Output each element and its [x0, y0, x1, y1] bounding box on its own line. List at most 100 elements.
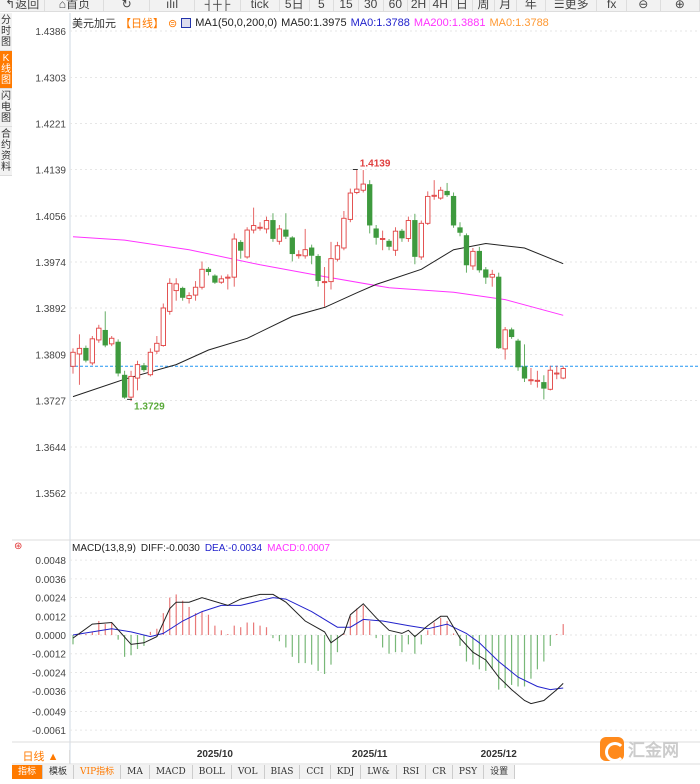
- candle-body: [257, 226, 263, 229]
- tick-button[interactable]: tick: [241, 0, 280, 11]
- candle-body: [173, 283, 179, 292]
- candle-body: [502, 329, 508, 350]
- macd-tick-label: -0.0061: [32, 726, 66, 737]
- candle-body: [160, 307, 166, 347]
- logo: 汇金网: [600, 736, 679, 762]
- candle-body: [102, 329, 108, 346]
- date-tick-label: 2025/10: [197, 749, 234, 760]
- candle-body: [321, 281, 328, 284]
- candle-body: [76, 347, 83, 355]
- refresh-icon[interactable]: ↻: [104, 0, 150, 11]
- indicator-tab-12[interactable]: CR: [426, 765, 453, 779]
- fx-icon[interactable]: fx: [597, 0, 628, 11]
- indicator-icon[interactable]: [181, 18, 192, 28]
- price-tick-label: 1.4386: [35, 27, 66, 38]
- price-tick-label: 1.3562: [35, 489, 66, 500]
- candle: [489, 269, 495, 287]
- candle: [334, 241, 341, 262]
- indicator-tab-1[interactable]: 模板: [43, 765, 75, 779]
- period-4h[interactable]: 4H: [430, 0, 452, 11]
- sidebar-tab-flash[interactable]: 闪电图: [0, 89, 12, 127]
- candle: [160, 303, 166, 347]
- candle: [521, 344, 528, 382]
- zoom-out-icon[interactable]: ⊖: [627, 0, 661, 11]
- ma0-value-2: MA0:1.3788: [489, 17, 549, 29]
- candle: [270, 213, 276, 242]
- candle: [354, 169, 360, 195]
- candle-body: [354, 188, 360, 193]
- period-year[interactable]: 年: [517, 0, 547, 11]
- candle-body: [367, 184, 373, 226]
- back-button[interactable]: ↰返回: [0, 0, 46, 11]
- indicator-tab-6[interactable]: VOL: [232, 765, 265, 779]
- sidebar-tab-contract-info[interactable]: 合约资料: [0, 127, 12, 176]
- candle: [347, 188, 353, 223]
- period-month[interactable]: 月: [495, 0, 517, 11]
- candle-body: [218, 278, 224, 283]
- period-tag[interactable]: 【日线】: [120, 18, 164, 30]
- indicator-tab-bar: 指标 模板 VIP指标 MA MACD BOLL VOL BIAS CCI KDJ LW& RSI CR…: [12, 765, 516, 779]
- candle: [534, 370, 541, 388]
- sidebar-tab-timeshare[interactable]: 分时图: [0, 13, 12, 51]
- period-2h[interactable]: 2H: [408, 0, 430, 11]
- period-15[interactable]: 15: [334, 0, 359, 11]
- candle: [379, 230, 386, 251]
- candle: [257, 222, 263, 231]
- candle: [392, 227, 399, 256]
- indicator-tab-13[interactable]: PSY: [453, 765, 485, 779]
- macd-tick-label: -0.0012: [32, 650, 66, 661]
- period-5[interactable]: 5: [310, 0, 335, 11]
- period-5day[interactable]: 5日: [280, 0, 310, 11]
- indicator-tab-4[interactable]: MACD: [150, 765, 193, 779]
- period-60[interactable]: 60: [384, 0, 409, 11]
- macd-tick-label: -0.0036: [32, 687, 66, 698]
- macd-settings-icon[interactable]: ⊛: [14, 541, 23, 552]
- candle-body: [508, 329, 515, 338]
- price-tick-label: 1.3892: [35, 304, 66, 315]
- candle-body: [96, 327, 102, 341]
- indicator-tab-8[interactable]: CCI: [300, 765, 331, 779]
- main-legend: 美元加元 【日线】 ⊜ MA1(50,0,200,0) MA50:1.3975 …: [72, 15, 549, 31]
- price-tick-label: 1.3974: [35, 258, 66, 269]
- candle: [457, 222, 463, 237]
- candle: [528, 367, 534, 385]
- candle: [412, 213, 418, 265]
- indicator-tab-10[interactable]: LW&: [361, 765, 397, 779]
- diff-value: DIFF:-0.0030: [140, 543, 200, 554]
- indicator-tab-9[interactable]: KDJ: [331, 765, 362, 779]
- indicator-tab-14[interactable]: 设置: [484, 765, 516, 779]
- candle: [302, 228, 308, 259]
- indicator-tab-11[interactable]: RSI: [397, 765, 427, 779]
- candle-body: [134, 364, 141, 379]
- candle: [328, 241, 334, 290]
- ma50-line: [72, 242, 564, 398]
- candle: [560, 366, 566, 380]
- candle-body: [238, 241, 244, 251]
- candle-body: [315, 255, 321, 281]
- period-selector[interactable]: 日线 ▲: [12, 750, 70, 764]
- candle-body: [560, 368, 566, 379]
- indicator-tab-5[interactable]: BOLL: [193, 765, 232, 779]
- period-30[interactable]: 30: [359, 0, 384, 11]
- indicator-tab-2[interactable]: VIP指标: [74, 765, 122, 779]
- candle: [431, 180, 437, 200]
- zoom-in-icon[interactable]: ⊕: [661, 0, 700, 11]
- macd-tick-label: -0.0049: [32, 707, 66, 718]
- period-day[interactable]: 日: [452, 0, 474, 11]
- sidebar-tab-kline[interactable]: K线图: [0, 51, 12, 89]
- period-week[interactable]: 周: [473, 0, 495, 11]
- candle: [76, 334, 83, 385]
- indicator-tab-7[interactable]: BIAS: [265, 765, 301, 779]
- candle-body: [547, 369, 553, 390]
- indicator-tab-3[interactable]: MA: [121, 765, 150, 779]
- candle: [199, 261, 205, 290]
- indicator-tab-0[interactable]: 指标: [12, 765, 44, 779]
- candle-body: [534, 379, 541, 382]
- candle: [115, 339, 121, 377]
- settings-icon[interactable]: ⊜: [168, 17, 178, 30]
- home-button[interactable]: ⌂首页: [45, 0, 105, 11]
- candlestick-icon[interactable]: ┤┼├: [195, 0, 241, 11]
- more-button[interactable]: ☰更多: [546, 0, 598, 11]
- bar-chart-icon[interactable]: ılıl: [150, 0, 196, 11]
